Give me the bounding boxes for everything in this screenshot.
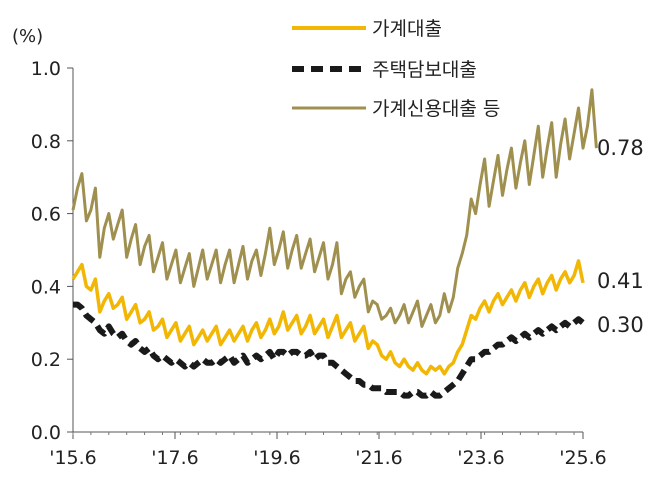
x-tick-label: '15.6	[49, 447, 97, 469]
y-tick-label: 1.0	[31, 58, 61, 80]
x-tick-label: '21.6	[355, 447, 403, 469]
end-value-label-1: 0.30	[597, 313, 644, 337]
series-line-1	[73, 301, 585, 399]
x-tick-label: '25.6	[559, 447, 607, 469]
series-line-0	[71, 259, 585, 376]
y-tick-label: 0.0	[31, 422, 61, 444]
series-layer	[71, 88, 598, 399]
end-value-label-2: 0.78	[597, 136, 644, 160]
legend-item-mortgage-loans: 주택담보대출	[292, 59, 477, 81]
x-axis: '15.6 '17.6 '19.6 '21.6 '23.6 '25.6	[49, 431, 607, 469]
legend: 가계대출 주택담보대출 가계신용대출 등	[292, 18, 500, 120]
x-tick-label: '19.6	[253, 447, 301, 469]
series-line-2	[71, 88, 598, 328]
y-tick-label: 0.8	[31, 131, 61, 153]
y-tick-label: 0.4	[31, 276, 61, 298]
x-tick-label: '17.6	[151, 447, 199, 469]
x-tick-label: '23.6	[457, 447, 505, 469]
end-value-label-0: 0.41	[597, 269, 644, 293]
legend-item-household-loans: 가계대출	[292, 18, 442, 40]
y-axis: 0.0 0.2 0.4 0.6 0.8 1.0	[31, 58, 74, 444]
legend-item-credit-loans: 가계신용대출 등	[292, 98, 500, 120]
legend-label-mortgage-loans: 주택담보대출	[372, 59, 477, 81]
legend-label-household-loans: 가계대출	[372, 18, 442, 40]
end-labels: 0.41 0.30 0.78	[597, 136, 644, 337]
y-axis-unit-label: (%)	[12, 26, 43, 47]
legend-label-credit-loans: 가계신용대출 등	[372, 98, 500, 120]
y-tick-label: 0.2	[31, 349, 61, 371]
y-tick-label: 0.6	[31, 204, 61, 226]
